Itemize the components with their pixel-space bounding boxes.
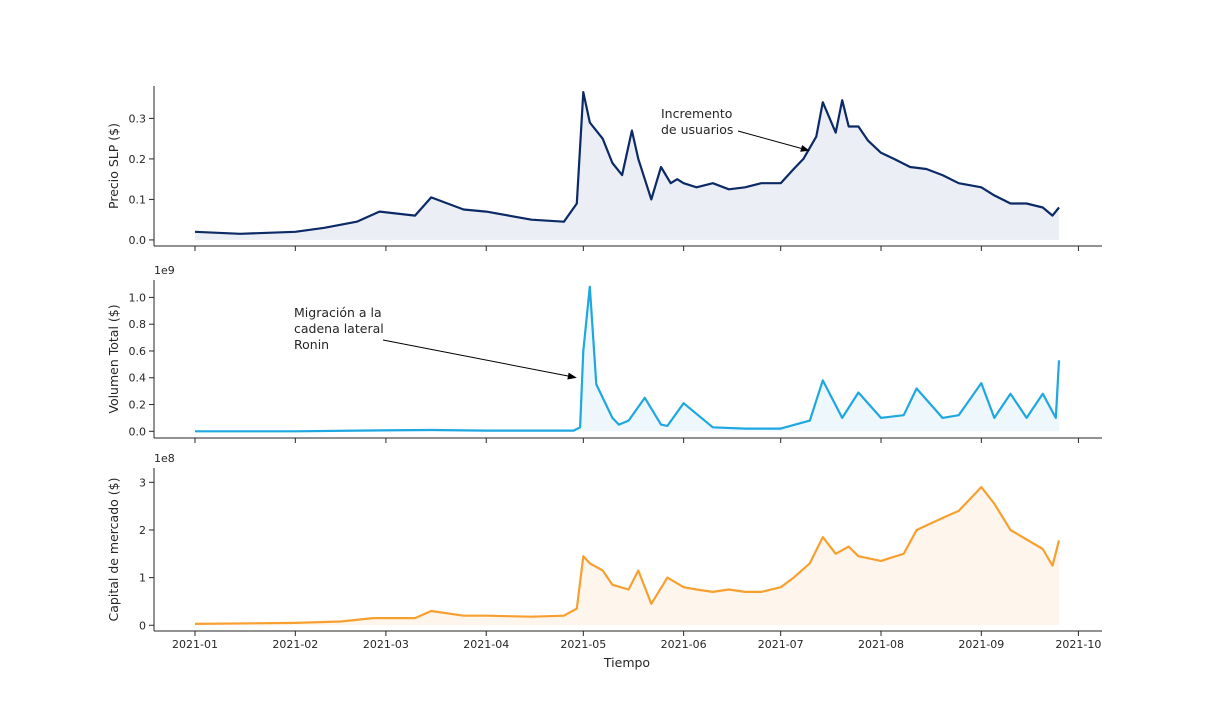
y-tick-label: 0.0 [129,234,147,247]
annotation-arrow-line [737,130,802,149]
x-tick-label: 2021-01 [172,638,218,651]
y-tick-label: 0.8 [129,318,147,331]
y-tick-label: 2 [139,524,146,537]
y-axis-label: Precio SLP ($) [106,123,121,209]
y-offset-label: 1e9 [154,264,175,277]
annotation-text: Ronin [294,337,329,352]
annotation-arrowhead [800,145,810,152]
annotation-text: Incremento [661,106,732,121]
x-tick-label: 2021-05 [560,638,606,651]
y-tick-label: 0.0 [129,425,147,438]
annotation-text: de usuarios [661,122,733,137]
y-axis-label: Volumen Total ($) [106,304,121,413]
x-tick-label: 2021-10 [1055,638,1101,651]
x-tick-label: 2021-09 [958,638,1004,651]
y-tick-label: 0.6 [129,345,147,358]
annotation-arrow-line [382,339,569,377]
y-axis-label: Capital de mercado ($) [106,478,121,622]
area-fill [195,286,1059,432]
area-fill [195,487,1059,626]
series-line [194,486,1061,625]
y-tick-label: 1 [139,572,146,585]
chart-panel-3: 0 1 2 3 1e8 Capital de mercado ($) 2021-01 2021… [106,452,1102,651]
x-tick-label: 2021-04 [463,638,509,651]
x-tick-label: 2021-08 [858,638,904,651]
x-tick-label: 2021-03 [363,638,409,651]
area-fill [195,92,1059,240]
series-line [194,91,1060,235]
y-tick-label: 0.2 [129,153,147,166]
x-axis-label: Tiempo [603,655,650,670]
annotation-text: Migración a la [294,305,382,320]
y-tick-label: 3 [139,476,146,489]
y-tick-label: 0.1 [129,193,147,206]
annotation-arrowhead [567,372,577,380]
x-tick-label: 2021-07 [758,638,804,651]
annotation-text: cadena lateral [294,321,384,336]
y-tick-label: 0.3 [129,112,147,125]
series-line [195,285,1061,433]
y-tick-label: 1.0 [129,291,147,304]
x-tick-label: 2021-06 [661,638,707,651]
y-tick-label: 0.4 [129,372,147,385]
y-tick-label: 0 [139,619,146,632]
y-offset-label: 1e8 [154,452,175,465]
chart-panel-2: 0.0 0.2 0.4 0.6 0.8 1.0 1e9 Volumen Total ($) Mi… [106,264,1102,443]
x-tick-label: 2021-02 [272,638,318,651]
y-tick-label: 0.2 [129,399,147,412]
